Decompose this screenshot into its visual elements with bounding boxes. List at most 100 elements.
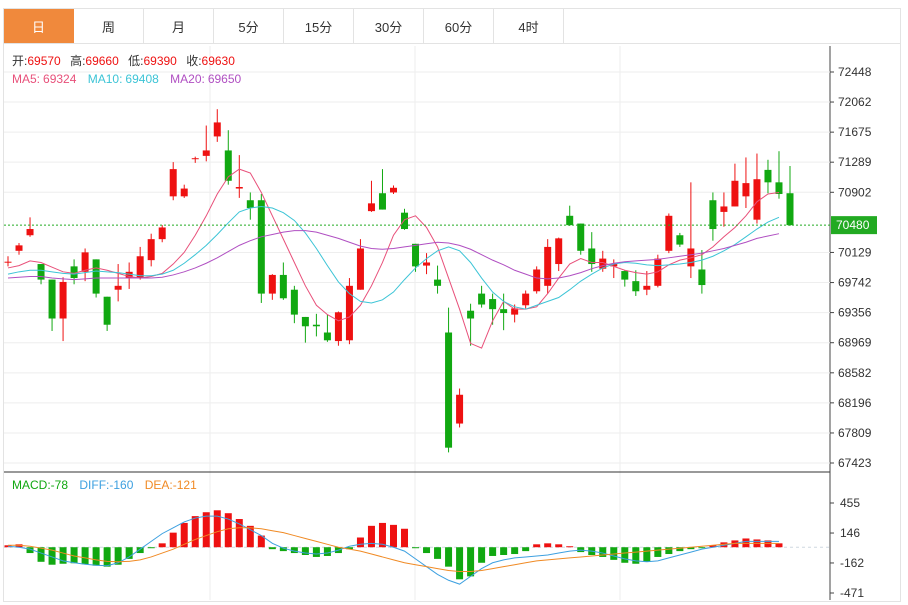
candle-body	[345, 285, 353, 341]
candle-body	[742, 183, 750, 197]
macd-tick-label: 455	[840, 496, 860, 510]
macd-bar	[709, 545, 717, 548]
price-axis: 72448 72062 71675 71289 70902 70129 69742 69356…	[830, 65, 872, 470]
candle	[632, 270, 640, 296]
candle	[213, 109, 221, 142]
candle-body	[92, 259, 100, 294]
candle	[467, 303, 475, 346]
candle	[202, 125, 210, 162]
candle-body	[401, 212, 409, 230]
macd-bar	[389, 524, 397, 548]
tab-4hour[interactable]: 4时	[494, 9, 564, 43]
candle	[445, 307, 453, 453]
open-label: 开:	[12, 54, 27, 68]
candle-body	[147, 239, 155, 261]
candle	[687, 182, 695, 279]
candle-body	[566, 215, 574, 226]
y-tick-label: 72062	[838, 95, 872, 109]
y-tick-label: 67423	[838, 456, 872, 470]
macd-bar	[136, 547, 144, 554]
candle	[26, 217, 34, 237]
candle-body	[467, 310, 475, 319]
y-tick-label: 71675	[838, 125, 872, 139]
tab-30min[interactable]: 30分	[354, 9, 424, 43]
ma20-line	[7, 230, 780, 281]
candle	[147, 233, 155, 267]
ma-lines	[7, 168, 780, 349]
candle-body	[301, 316, 309, 327]
candle	[334, 311, 342, 346]
ma5-line	[7, 168, 780, 349]
macd-bar	[423, 547, 431, 554]
ma5-value: 69324	[43, 72, 77, 86]
candle	[103, 296, 111, 331]
candle-body	[533, 269, 541, 292]
ma10-value: 69408	[125, 72, 159, 86]
macd-bar	[445, 547, 453, 567]
tab-week[interactable]: 周	[74, 9, 144, 43]
macd-bar	[202, 512, 210, 548]
macd-axis: 455 146 -162 -471	[4, 496, 864, 600]
candles	[4, 109, 794, 453]
macd-tick-label: -471	[840, 586, 864, 600]
candle	[235, 155, 243, 198]
candle	[191, 156, 199, 163]
candle	[257, 194, 265, 303]
candle	[345, 278, 353, 345]
macd-bar	[456, 547, 464, 580]
candle-body	[37, 264, 45, 280]
candle	[775, 151, 783, 199]
dea-line	[8, 527, 779, 573]
y-tick-label: 69742	[838, 276, 872, 290]
macd-bar	[92, 547, 100, 566]
candle-body	[753, 179, 761, 220]
candle	[456, 388, 464, 428]
candle-body	[544, 246, 552, 286]
tab-day[interactable]: 日	[4, 9, 74, 43]
y-tick-label: 67809	[838, 426, 872, 440]
candle	[621, 270, 629, 287]
candle-body	[577, 223, 585, 251]
tab-60min[interactable]: 60分	[424, 9, 494, 43]
candle-body	[676, 235, 684, 245]
macd-bar	[26, 547, 34, 554]
ma5-label: MA5:	[12, 72, 40, 86]
current-price-label: 70480	[836, 218, 870, 232]
candle-body	[456, 394, 464, 424]
tab-15min[interactable]: 15分	[284, 9, 354, 43]
macd-bar	[522, 547, 530, 552]
candle-body	[423, 262, 431, 266]
candle-body	[246, 200, 254, 209]
macd-bar	[687, 547, 695, 550]
tab-5min[interactable]: 5分	[214, 9, 284, 43]
macd-bar	[246, 525, 254, 548]
macd-bar	[533, 544, 541, 548]
ohlc-legend: 开:69570 高:69660 低:69390 收:69630	[12, 53, 235, 68]
candle-body	[367, 203, 375, 212]
macd-bar	[279, 547, 287, 552]
candle	[665, 213, 673, 254]
macd-bar	[478, 547, 486, 563]
candle	[544, 239, 552, 294]
current-price: 70480	[4, 216, 877, 235]
candle	[70, 259, 78, 285]
macd-bar	[775, 543, 783, 548]
candle	[500, 293, 508, 331]
y-tick-label: 71289	[838, 155, 872, 169]
candle	[676, 232, 684, 247]
candle	[389, 185, 397, 195]
candle	[114, 264, 122, 302]
high-value: 69660	[85, 54, 119, 68]
candle-body	[632, 281, 640, 292]
tab-month[interactable]: 月	[144, 9, 214, 43]
candle	[698, 250, 706, 294]
candle-body	[279, 274, 287, 299]
macd-bar	[169, 532, 177, 548]
candle	[4, 256, 12, 267]
candle-body	[356, 248, 364, 290]
close-label: 收:	[186, 54, 201, 68]
candle-body	[643, 285, 651, 290]
candle-body	[610, 264, 618, 267]
candle	[48, 279, 56, 331]
